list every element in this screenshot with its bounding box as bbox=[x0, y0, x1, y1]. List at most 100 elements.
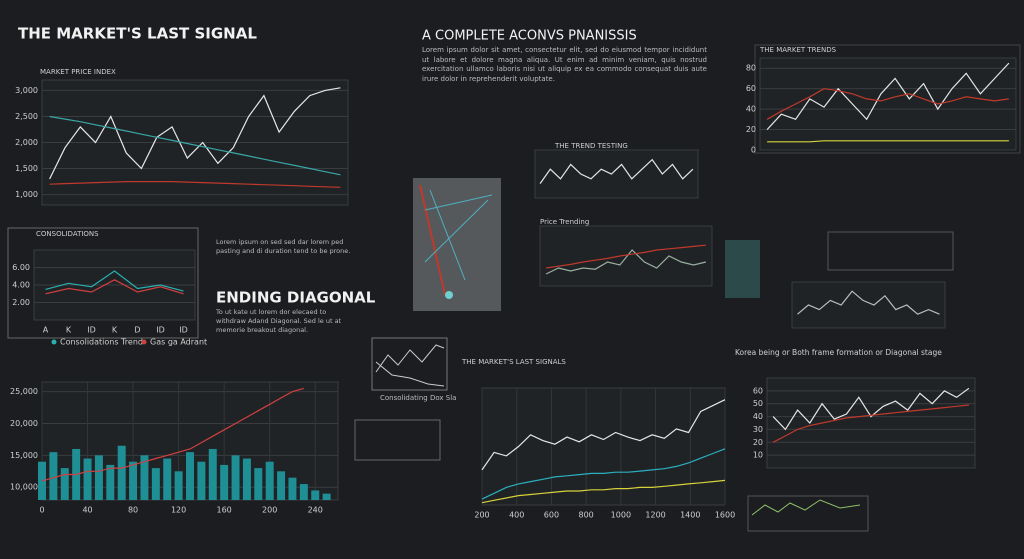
legend-label: Consolidations Trend bbox=[60, 338, 143, 347]
series-line bbox=[545, 249, 707, 275]
bar bbox=[163, 458, 172, 500]
series-line bbox=[481, 448, 726, 500]
bar bbox=[106, 464, 115, 500]
y-tick-label: 20 bbox=[753, 438, 763, 447]
series-line bbox=[766, 88, 1009, 120]
x-tick-label: D bbox=[134, 326, 140, 335]
y-tick-label: 60 bbox=[746, 84, 756, 93]
x-tick-label: ID bbox=[179, 326, 188, 335]
y-tick-label: 40 bbox=[746, 105, 756, 114]
series-line bbox=[539, 158, 694, 184]
x-tick-label: ID bbox=[87, 326, 96, 335]
series-line bbox=[49, 87, 341, 180]
y-tick-label: 1,500 bbox=[15, 164, 38, 173]
chart-title: THE MARKET'S LAST SIGNALS bbox=[461, 358, 566, 366]
intro-text: Lorem ipsum dolor sit amet, consectetur … bbox=[422, 46, 707, 83]
bar bbox=[60, 468, 69, 500]
series-line bbox=[772, 387, 970, 431]
x-tick-label: 1400 bbox=[680, 511, 700, 520]
x-tick-label: 800 bbox=[579, 511, 594, 520]
x-tick-label: 40 bbox=[82, 506, 92, 515]
x-tick-label: 0 bbox=[39, 506, 44, 515]
diagonal-point bbox=[445, 291, 453, 299]
y-tick-label: 3,000 bbox=[15, 86, 38, 95]
diagonal-line bbox=[429, 189, 466, 281]
legend-swatch bbox=[51, 339, 57, 345]
mini-line bbox=[751, 499, 861, 516]
bar bbox=[94, 455, 103, 500]
y-tick-label: 25,000 bbox=[10, 387, 38, 396]
chart-title: THE TREND TESTING bbox=[554, 142, 628, 150]
x-tick-label: 1600 bbox=[715, 511, 735, 520]
x-tick-label: 600 bbox=[544, 511, 559, 520]
series-line bbox=[45, 279, 184, 295]
page-subtitle: A COMPLETE ACONVS PNANISSIS bbox=[422, 29, 637, 44]
y-tick-label: 2,500 bbox=[15, 112, 38, 121]
y-tick-label: 60 bbox=[753, 386, 763, 395]
x-tick-label: K bbox=[112, 326, 118, 335]
y-tick-label: 20,000 bbox=[10, 419, 38, 428]
side-text: Lorem ipsum on sed sed dar lorem ped pas… bbox=[216, 238, 351, 255]
series-line bbox=[481, 399, 726, 471]
y-tick-label: 80 bbox=[746, 64, 756, 73]
y-tick-label: 2.00 bbox=[12, 298, 30, 307]
series-line bbox=[41, 387, 304, 482]
y-tick-label: 15,000 bbox=[10, 451, 38, 460]
bar bbox=[277, 471, 286, 500]
chart-title: MARKET PRICE INDEX bbox=[40, 68, 116, 76]
x-tick-label: 240 bbox=[308, 506, 323, 515]
diag-caption: Consolidating Dox Sla bbox=[380, 394, 456, 402]
y-tick-label: 40 bbox=[753, 412, 763, 421]
bar bbox=[322, 493, 331, 500]
plot-area bbox=[534, 149, 699, 199]
bar bbox=[265, 461, 274, 500]
side-box: Lorem ipsum on sed sed dar lorem ped pas… bbox=[216, 238, 351, 255]
side-widget bbox=[725, 240, 760, 298]
bar bbox=[242, 458, 251, 500]
panel bbox=[354, 419, 441, 461]
bar bbox=[311, 490, 320, 500]
x-tick-label: ID bbox=[156, 326, 165, 335]
y-tick-label: 20 bbox=[746, 125, 756, 134]
x-tick-label: A bbox=[43, 326, 49, 335]
x-tick-label: 200 bbox=[262, 506, 277, 515]
x-tick-label: 1200 bbox=[645, 511, 665, 520]
bar bbox=[174, 471, 183, 500]
right-heading: Korea being or Both frame formation or D… bbox=[735, 348, 942, 357]
series-line bbox=[49, 181, 341, 188]
panel bbox=[754, 44, 1021, 154]
y-tick-label: 10 bbox=[753, 451, 763, 460]
series-line bbox=[767, 140, 1009, 143]
bar bbox=[299, 484, 308, 500]
bar bbox=[208, 448, 217, 500]
mini-line bbox=[375, 344, 445, 373]
page-title: THE MARKET'S LAST SIGNAL bbox=[18, 25, 257, 43]
series-line bbox=[45, 270, 184, 292]
mini-panel bbox=[371, 337, 448, 391]
diagonal-line bbox=[424, 199, 489, 263]
legend-label: Gas ga Adrant bbox=[150, 338, 207, 347]
x-tick-label: 120 bbox=[171, 506, 186, 515]
chart-title: THE MARKET TRENDS bbox=[759, 46, 837, 54]
x-tick-label: 1000 bbox=[611, 511, 631, 520]
x-tick-label: 80 bbox=[128, 506, 138, 515]
mini-line bbox=[375, 361, 445, 387]
y-tick-label: 4.00 bbox=[12, 281, 30, 290]
ending-text: To ut kate ut lorem dor elecaed to withd… bbox=[216, 308, 342, 334]
bar bbox=[151, 468, 160, 500]
bar bbox=[117, 445, 126, 500]
chart-title: Price Trending bbox=[540, 218, 589, 226]
bar bbox=[83, 458, 92, 500]
y-tick-label: 30 bbox=[753, 425, 763, 434]
chart-title: CONSOLIDATIONS bbox=[36, 230, 99, 238]
panel bbox=[747, 495, 869, 532]
series-line bbox=[481, 479, 726, 504]
series-line bbox=[546, 244, 706, 269]
panel bbox=[827, 231, 954, 271]
diagonal-panel bbox=[413, 178, 501, 311]
bar bbox=[288, 477, 297, 500]
y-tick-label: 1,000 bbox=[15, 190, 38, 199]
bar bbox=[186, 452, 194, 500]
panel bbox=[7, 227, 199, 339]
diagonal-line bbox=[424, 194, 493, 211]
